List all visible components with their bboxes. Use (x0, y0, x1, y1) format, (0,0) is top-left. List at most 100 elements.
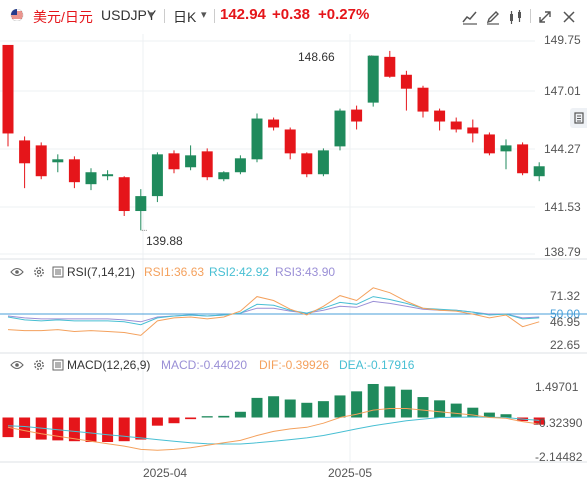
macd-bar (334, 395, 346, 418)
price-axis-label: 147.01 (544, 84, 581, 98)
macd-bar (185, 417, 197, 420)
draw-tool-button[interactable] (483, 7, 503, 27)
candle-body (450, 121, 462, 130)
candle-body (2, 44, 14, 134)
macd-bar (118, 417, 130, 442)
rsi-axis-label: 46.95 (550, 315, 581, 329)
rsi2-line (7, 296, 540, 326)
candle-body (35, 145, 47, 177)
price-axis-label: 138.79 (544, 245, 581, 259)
macd-label: MACD(12,26,9) (67, 358, 151, 372)
candle-body (68, 159, 80, 183)
rsi-panel-header: RSI(7,14,21) RSI1:36.63 RSI2:42.92 RSI3:… (0, 264, 420, 280)
macd-bar (234, 411, 246, 418)
close-button[interactable] (559, 7, 579, 27)
x-axis-label: 2025-04 (143, 466, 188, 480)
chart-type-icon (462, 11, 477, 25)
macd-bar (201, 416, 213, 418)
macd-bar (533, 417, 545, 425)
symbol-label[interactable]: USDJPY (101, 7, 157, 23)
indicator-menu-icon[interactable] (52, 266, 64, 278)
rsi3-value: RSI3:43.90 (275, 265, 336, 279)
candle-body (467, 127, 479, 134)
visibility-icon[interactable] (10, 359, 24, 371)
candle-body (118, 177, 130, 212)
price-axis-label: 141.53 (544, 200, 581, 214)
candle-body (400, 74, 412, 89)
macd-bar (434, 400, 446, 418)
candle-body (19, 140, 31, 164)
visibility-icon[interactable] (10, 266, 24, 278)
pair-name-cn[interactable]: 美元/日元 (33, 9, 93, 25)
chart-type-button[interactable] (460, 7, 480, 27)
header-divider (164, 9, 165, 23)
dif-value: DIF:-0.39926 (259, 358, 330, 372)
price-change: +0.38 (272, 6, 310, 23)
rsi-axis-label: 71.32 (550, 289, 581, 303)
last-price: 142.94 (220, 6, 266, 23)
macd-bar (218, 415, 230, 418)
macd-bar (251, 397, 263, 418)
macd-bar (135, 417, 147, 440)
candle-body (384, 56, 396, 77)
us-flag-icon (10, 9, 24, 21)
macd-bar (483, 412, 495, 418)
macd-bar (284, 399, 296, 418)
macd-panel-header: MACD(12,26,9) MACD:-0.44020 DIF:-0.39926… (0, 357, 440, 373)
indicator-button[interactable] (506, 7, 526, 27)
rsi-axis-label: 50.00 (550, 307, 581, 321)
macd-bar (351, 391, 363, 418)
timeframe-chevron-down-icon[interactable]: ▾ (201, 9, 207, 21)
draw-pen-icon (486, 11, 499, 25)
gear-icon[interactable] (32, 265, 46, 279)
candle-body (434, 110, 446, 122)
macd-value: MACD:-0.44020 (161, 358, 248, 372)
candle-body (168, 153, 180, 170)
timeframe-selector[interactable]: 日K (173, 9, 197, 25)
candle-body (102, 174, 114, 177)
candle-body (334, 110, 346, 147)
macd-bar (367, 383, 379, 418)
settings-panel-button[interactable] (570, 108, 587, 128)
chevron-down-icon[interactable]: ▾ (148, 9, 154, 21)
candle-body (218, 172, 230, 180)
candle-body (483, 134, 495, 154)
candle-body (135, 196, 147, 212)
candle-body (52, 159, 64, 163)
rsi-label: RSI(7,14,21) (67, 265, 136, 279)
candle-body (185, 155, 197, 168)
dif-line (7, 408, 540, 451)
rsi1-line (7, 287, 540, 336)
toolbar-divider (530, 9, 531, 23)
macd-bar (450, 403, 462, 418)
fullscreen-button[interactable] (535, 7, 555, 27)
price-change-percent: +0.27% (318, 6, 370, 23)
macd-bar (500, 414, 512, 418)
macd-bar (400, 389, 412, 418)
candle-body (417, 87, 429, 112)
candle-body (234, 158, 246, 173)
macd-bar (85, 417, 97, 443)
high-annotation: 148.66 (298, 50, 335, 64)
macd-bar (151, 417, 163, 426)
candle-body (268, 119, 280, 128)
candle-body (367, 55, 379, 103)
candle-body (251, 118, 263, 160)
macd-axis-label: 1.49701 (535, 380, 579, 394)
header-bar: 美元/日元 USDJPY ▾ 日K ▾ 142.94 +0.38 +0.27% (0, 0, 587, 30)
rsi2-value: RSI2:42.92 (209, 265, 270, 279)
candle-body (301, 153, 313, 175)
indicator-menu-icon[interactable] (52, 359, 64, 371)
candle-body (317, 150, 329, 175)
dea-line (7, 416, 540, 445)
macd-bar (168, 417, 180, 424)
macd-bar (19, 417, 31, 438)
macd-bar (467, 407, 479, 418)
gear-icon[interactable] (32, 358, 46, 372)
candle-body (517, 144, 529, 174)
macd-bar (102, 417, 114, 443)
candle-body (201, 151, 213, 178)
price-axis-label: 144.27 (544, 142, 581, 156)
candle-body (351, 109, 363, 122)
